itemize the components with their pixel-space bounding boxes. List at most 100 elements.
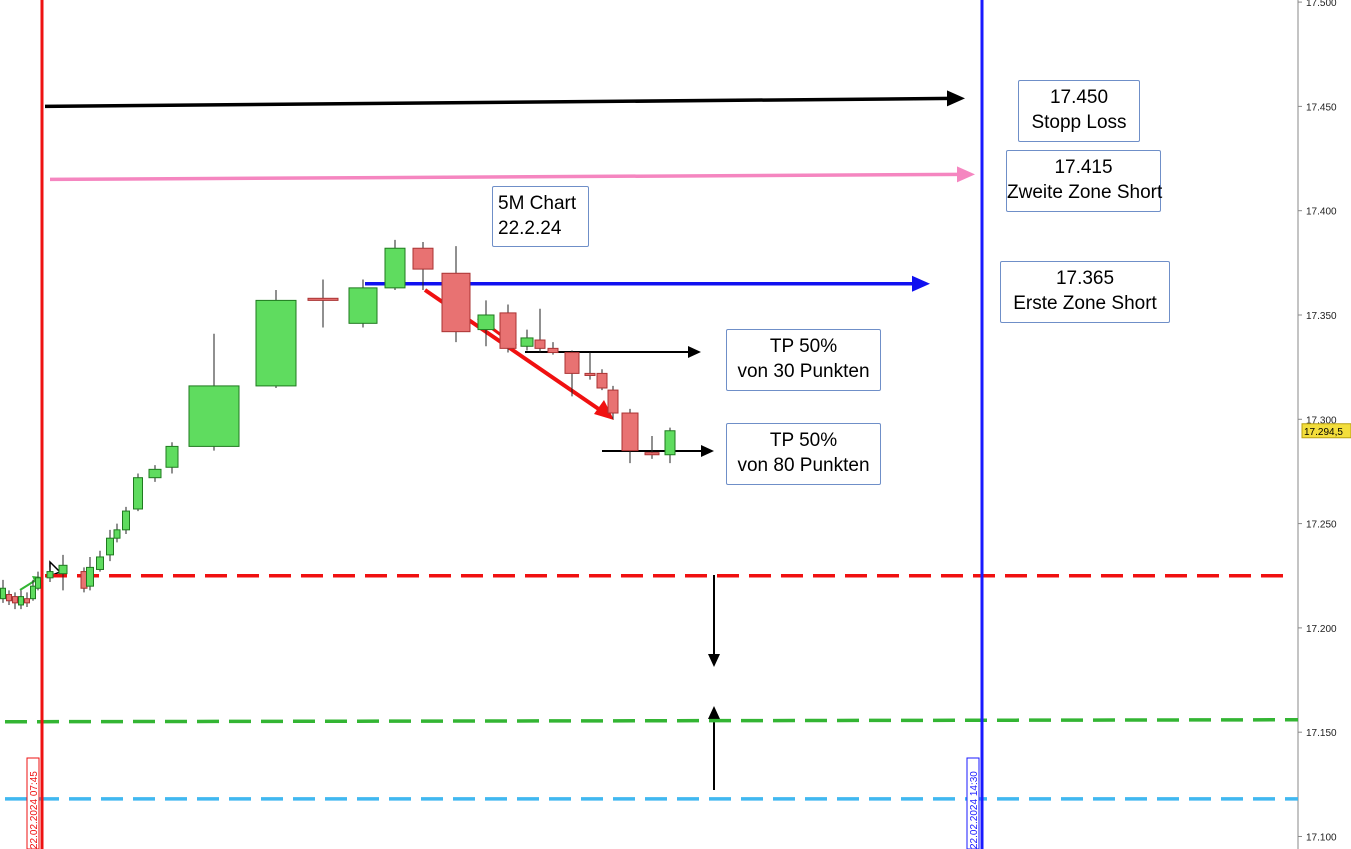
level-line [49, 172, 964, 182]
candle-body [148, 468, 162, 479]
candle-body [664, 430, 676, 456]
candle-body [58, 564, 68, 575]
arrow-head [688, 346, 701, 358]
candle-body [441, 272, 471, 333]
arrow-head [708, 654, 720, 667]
arrow-head [912, 275, 930, 292]
candle-body [564, 352, 580, 374]
annotation-text: Erste Zone Short [1013, 293, 1157, 314]
last-price-label: 17.294,5 [1304, 427, 1343, 438]
time-label: 22.02.2024 14:30 [969, 771, 980, 849]
candle-body [384, 247, 406, 289]
arrow-head [947, 90, 965, 107]
candle [534, 308, 546, 353]
candle-body [307, 297, 339, 301]
candle [6, 590, 12, 605]
candle [412, 241, 434, 290]
candle [133, 473, 143, 512]
annotation-text: 22.2.24 [498, 218, 562, 239]
candle-body [520, 337, 534, 347]
time-label: 22.02.2024 07:45 [29, 771, 40, 849]
last-price-box [1301, 423, 1351, 439]
candle-body [477, 314, 495, 331]
candle [46, 567, 54, 582]
candle-body [596, 372, 608, 389]
annotation-text: 17.365 [1055, 268, 1115, 289]
candle-body [24, 598, 30, 604]
annotation-box: TP 50% von 30 Punkten [726, 329, 881, 391]
candle-body [35, 577, 41, 589]
candle-body [6, 594, 12, 602]
candle-body [133, 477, 143, 510]
candle-body [122, 510, 130, 531]
candle [307, 279, 339, 328]
candle [148, 465, 162, 482]
candle [477, 300, 495, 347]
candle [0, 579, 6, 603]
candle [564, 350, 580, 397]
candle-body [348, 287, 378, 324]
candle-body [106, 537, 114, 556]
candle-body [113, 529, 121, 539]
candle-body [499, 312, 517, 349]
candle [122, 506, 130, 535]
candle [165, 442, 179, 474]
annotation-text: 17.450 [1049, 87, 1109, 108]
candle [58, 554, 68, 591]
candle [86, 556, 94, 591]
y-tick-label: 17.300 [1306, 415, 1337, 426]
candle [348, 279, 378, 328]
candle [664, 427, 676, 464]
candle [621, 408, 639, 464]
candle-body [607, 389, 619, 414]
candle [106, 529, 114, 562]
candle [18, 590, 24, 610]
level-line [4, 718, 1299, 724]
annotation-text: von 30 Punkten [737, 361, 870, 382]
candle-body [96, 556, 104, 570]
candle-body [621, 412, 639, 452]
arrow-head [708, 706, 720, 719]
candle [24, 592, 30, 608]
annotation-text: Stopp Loss [1031, 112, 1127, 133]
annotation-text: 5M Chart [498, 193, 577, 214]
candle [12, 592, 18, 610]
candle [113, 523, 121, 543]
time-label-box [26, 757, 40, 849]
annotation-box: 17.450 Stopp Loss [1018, 80, 1140, 142]
annotation-text: Zweite Zone Short [1007, 182, 1163, 203]
annotation-box: 17.365 Erste Zone Short [1000, 261, 1170, 323]
candle-body [165, 445, 179, 468]
candle [30, 579, 36, 601]
candle-body [534, 339, 546, 349]
candle [584, 352, 596, 380]
arrow-head [957, 166, 975, 183]
annotation-text: 17.415 [1054, 157, 1113, 178]
candle [547, 342, 559, 355]
y-tick-label: 17.400 [1306, 207, 1337, 218]
candle-body [18, 596, 24, 606]
y-tick-label: 17.150 [1306, 728, 1337, 739]
annotation-text: TP 50% [769, 336, 838, 357]
candle [520, 329, 534, 351]
y-tick-label: 17.100 [1306, 832, 1337, 843]
annotation-text: von 80 Punkten [737, 455, 870, 476]
candle-body [644, 452, 660, 456]
candle-body [584, 372, 596, 376]
candle-body [12, 596, 18, 604]
y-tick-label: 17.350 [1306, 311, 1337, 322]
candle-body [46, 571, 54, 579]
y-tick-label: 17.450 [1306, 102, 1337, 113]
candle [188, 333, 240, 451]
candle-body [0, 587, 6, 600]
candle-body [30, 585, 36, 600]
arrow-head [594, 400, 614, 420]
drawings [19, 288, 720, 790]
annotation-text: TP 50% [769, 430, 838, 451]
candle [644, 435, 660, 459]
annotation-box: 5M Chart 22.2.24 [492, 186, 589, 247]
candle-body [86, 566, 94, 587]
candle-body [188, 385, 240, 447]
